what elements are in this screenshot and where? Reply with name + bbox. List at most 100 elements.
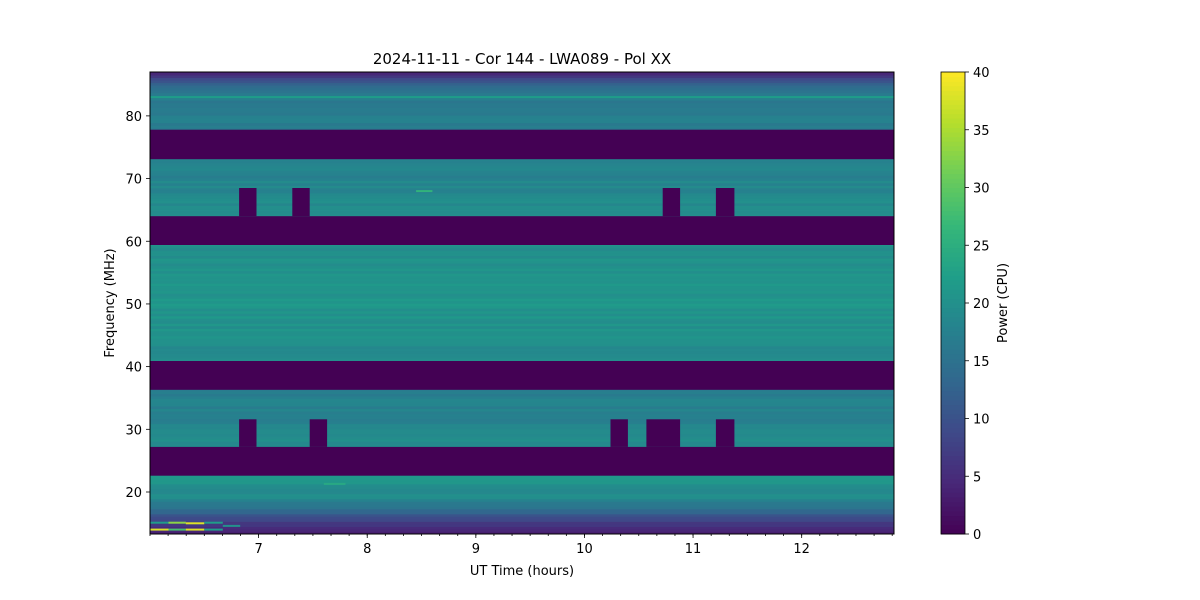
heatmap-row [150,120,894,124]
colorbar-tick-label: 30 [973,182,990,197]
colorbar-tick-label: 10 [973,413,990,428]
heatmap-row [150,182,894,186]
x-tick-label: 8 [363,542,371,557]
colorbar-segment [941,122,965,128]
colorbar-segment [941,155,965,161]
heatmap-row [150,315,894,319]
colorbar-segment [941,492,965,498]
heatmap-row [150,513,894,517]
colorbar-segment [941,90,965,96]
heatmap-row [150,162,894,166]
heatmap-row [150,303,894,307]
colorbar-segment [941,136,965,142]
masked-region [239,419,257,447]
rfi-feature [204,521,223,524]
heatmap-row [150,265,894,269]
colorbar-segment [941,353,965,359]
heatmap-row [150,213,894,216]
heatmap-row [150,90,894,94]
colorbar-segment [941,81,965,87]
heatmap-row [150,531,894,535]
masked-region [715,419,735,447]
colorbar-segment [941,233,965,239]
heatmap-row [150,293,894,297]
heatmap-row [150,200,894,204]
colorbar-segment [941,330,965,336]
heatmap-row [150,203,894,206]
heatmap-row [150,521,894,525]
colorbar-segment [941,326,965,332]
y-tick-label: 30 [125,423,142,438]
rfi-feature [185,522,205,525]
colorbar-segment [941,284,965,290]
colorbar-segment [941,321,965,327]
heatmap-row [150,87,894,91]
colorbar-segment [941,506,965,512]
heatmap-row [150,157,894,161]
heatmap-row [150,205,894,209]
heatmap-row [150,511,894,515]
heatmap-row [150,125,894,129]
colorbar-segment [941,279,965,286]
heatmap-row [150,253,894,257]
heatmap-row [150,310,894,314]
x-tick-label: 11 [685,542,702,557]
colorbar-segment [941,113,965,119]
heatmap-row [150,523,894,527]
heatmap-row [150,478,894,482]
colorbar-segment [941,307,965,313]
rfi-feature [150,528,169,531]
masked-region [646,419,681,447]
heatmap-row [150,325,894,329]
colorbar-segment [941,132,965,138]
heatmap-row [150,393,894,397]
heatmap-row [150,433,894,437]
colorbar-segment [941,446,965,452]
masked-region [150,446,894,476]
heatmap-row [150,526,894,530]
heatmap-row [150,441,894,445]
heatmap-row [150,102,894,106]
heatmap-row [150,300,894,304]
colorbar-segment [941,316,965,322]
heatmap-row [150,426,894,430]
colorbar-segment [941,473,965,480]
heatmap-row [150,320,894,324]
masked-region [662,188,681,217]
heatmap-row [150,418,894,422]
heatmap-row [150,112,894,116]
colorbar-tick-label: 0 [973,528,981,543]
colorbar-tick-label: 25 [973,239,990,254]
masked-region [715,188,735,217]
heatmap-row [150,413,894,417]
y-axis-label: Frequency (MHz) [103,248,118,357]
colorbar-segment [941,85,965,91]
colorbar-segment [941,501,965,507]
colorbar-segment [941,423,965,429]
heatmap-row [150,493,894,497]
heatmap-row [150,187,894,191]
colorbar-segment [941,173,965,179]
x-tick-label: 9 [472,542,480,557]
colorbar-segment [941,427,965,433]
heatmap-row [150,428,894,432]
colorbar-segment [941,219,965,225]
heatmap-row [150,411,894,415]
heatmap-row [150,388,894,392]
heatmap-row [150,72,894,74]
colorbar-segment [941,205,965,212]
heatmap-row [150,348,894,352]
colorbar-segment [941,256,965,262]
colorbar-segment [941,529,965,535]
rfi-feature [168,528,186,531]
colorbar: 0 5 10 15 20 25 30 35 40 [940,66,990,543]
heatmap-row [150,391,894,394]
colorbar-segment [941,266,965,272]
colorbar-segment [941,76,965,82]
heatmap-row [150,396,894,399]
heatmap-row [150,92,894,96]
heatmap-row [150,275,894,279]
heatmap-row [150,72,894,76]
colorbar-segment [941,413,965,419]
